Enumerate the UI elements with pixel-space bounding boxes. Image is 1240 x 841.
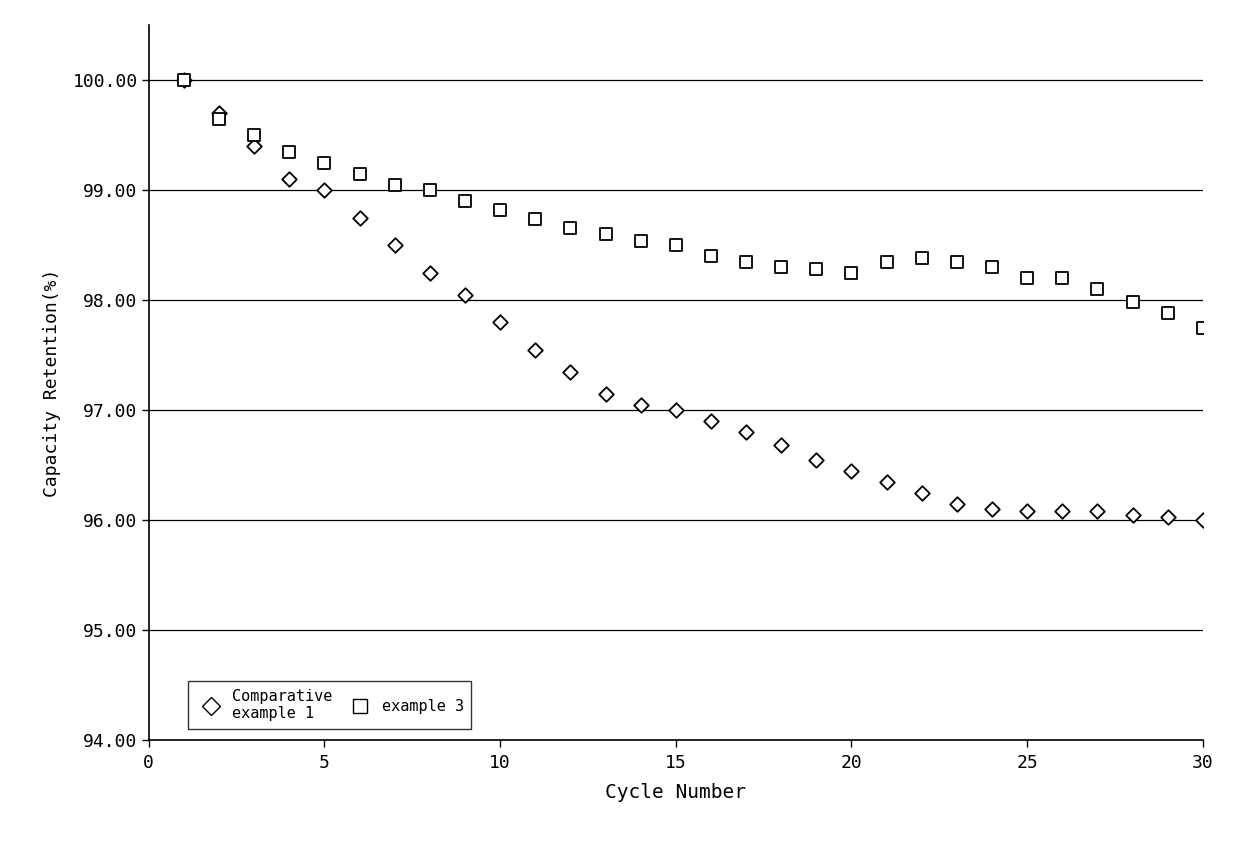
Point	[1087, 505, 1107, 518]
Point	[455, 194, 475, 208]
Point	[384, 239, 404, 252]
Point	[560, 365, 580, 378]
Point	[1193, 321, 1213, 335]
Point	[455, 288, 475, 301]
Point	[631, 234, 651, 247]
Point	[771, 261, 791, 274]
Point	[842, 266, 862, 279]
Point	[490, 315, 510, 329]
Point	[737, 255, 756, 268]
Point	[631, 398, 651, 411]
Point	[1122, 296, 1142, 309]
Point	[315, 183, 335, 197]
Point	[877, 255, 897, 268]
Point	[877, 475, 897, 489]
Point	[174, 73, 193, 87]
Point	[279, 145, 299, 158]
Point	[1087, 283, 1107, 296]
Point	[701, 250, 720, 263]
Point	[911, 486, 931, 500]
Point	[1053, 505, 1073, 518]
Point	[806, 453, 826, 467]
Point	[350, 211, 370, 225]
Point	[595, 387, 615, 400]
Point	[947, 255, 967, 268]
Point	[595, 227, 615, 241]
Legend: Comparative
example 1, example 3: Comparative example 1, example 3	[188, 681, 471, 729]
Point	[806, 262, 826, 276]
Point	[244, 140, 264, 153]
X-axis label: Cycle Number: Cycle Number	[605, 783, 746, 802]
Point	[1158, 307, 1178, 320]
Point	[982, 502, 1002, 516]
Point	[490, 204, 510, 217]
Point	[1193, 513, 1213, 526]
Point	[279, 172, 299, 186]
Point	[244, 129, 264, 142]
Point	[947, 497, 967, 510]
Point	[1017, 505, 1037, 518]
Point	[1158, 510, 1178, 524]
Point	[701, 415, 720, 428]
Point	[982, 261, 1002, 274]
Point	[1053, 272, 1073, 285]
Point	[842, 464, 862, 478]
Point	[174, 73, 193, 87]
Point	[911, 251, 931, 265]
Point	[737, 426, 756, 439]
Point	[526, 212, 546, 225]
Point	[526, 343, 546, 357]
Point	[1017, 272, 1037, 285]
Point	[560, 221, 580, 235]
Point	[210, 112, 229, 125]
Point	[315, 156, 335, 169]
Point	[666, 404, 686, 417]
Point	[210, 107, 229, 120]
Point	[771, 439, 791, 452]
Point	[350, 167, 370, 181]
Y-axis label: Capacity Retention(%): Capacity Retention(%)	[43, 268, 61, 497]
Point	[1122, 508, 1142, 521]
Point	[666, 239, 686, 252]
Point	[384, 178, 404, 192]
Point	[420, 266, 440, 279]
Point	[420, 183, 440, 197]
